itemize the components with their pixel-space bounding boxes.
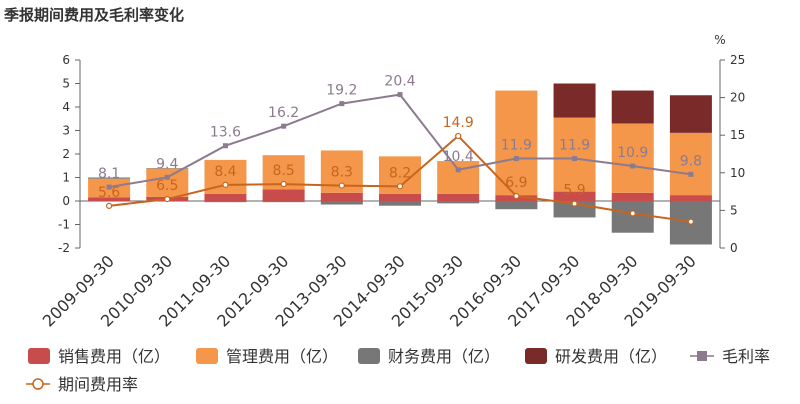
line-point xyxy=(630,164,635,169)
line-point xyxy=(223,143,228,148)
legend-label: 期间费用率 xyxy=(58,375,138,394)
bar-segment xyxy=(670,95,712,133)
bar-segment xyxy=(437,201,479,203)
right-tick-label: 10 xyxy=(730,166,745,180)
line-point xyxy=(339,183,344,188)
bar-segment xyxy=(670,195,712,201)
line-point xyxy=(398,92,403,97)
right-tick-label: 25 xyxy=(730,53,745,67)
data-label: 9.8 xyxy=(680,153,702,169)
line-point xyxy=(688,172,693,177)
legend-swatch xyxy=(196,348,218,364)
line-point xyxy=(572,201,577,206)
legend-label: 财务费用（亿） xyxy=(388,347,500,366)
bar-segment xyxy=(263,189,305,201)
line-point xyxy=(514,194,519,199)
left-tick-label: 1 xyxy=(62,171,70,185)
line-point xyxy=(398,184,403,189)
data-label: 5.6 xyxy=(98,185,120,201)
line-point xyxy=(339,101,344,106)
bar-segment xyxy=(437,194,479,201)
data-label: 11.9 xyxy=(501,138,532,154)
bar-segment xyxy=(379,201,421,206)
legend-marker xyxy=(697,351,707,361)
bar-segment xyxy=(612,201,654,233)
bar-segment xyxy=(204,201,246,202)
line-point xyxy=(456,133,461,138)
left-tick-label: 6 xyxy=(62,53,70,67)
bar-segment xyxy=(321,201,363,205)
line-point xyxy=(456,167,461,172)
right-axis-unit: % xyxy=(714,33,725,47)
data-label: 13.6 xyxy=(210,125,241,141)
right-tick-label: 20 xyxy=(730,91,745,105)
bar-segment xyxy=(612,91,654,124)
bar-segment xyxy=(612,193,654,201)
right-tick-label: 5 xyxy=(730,203,738,217)
data-label: 8.2 xyxy=(389,165,411,181)
legend-marker xyxy=(33,379,43,389)
bar-segment xyxy=(554,84,596,118)
data-label: 8.5 xyxy=(273,163,295,179)
left-tick-label: -1 xyxy=(58,218,70,232)
legend-label: 管理费用（亿） xyxy=(226,347,338,366)
data-label: 8.3 xyxy=(331,165,353,181)
data-label: 6.5 xyxy=(156,178,178,194)
legend-swatch xyxy=(525,348,547,364)
data-label: 16.2 xyxy=(268,105,299,121)
legend-label: 研发费用（亿） xyxy=(555,347,667,366)
line-point xyxy=(572,156,577,161)
line-point xyxy=(514,156,519,161)
bar-segment xyxy=(263,201,305,202)
legend-label: 销售费用（亿） xyxy=(58,347,170,366)
line-point xyxy=(223,182,228,187)
bar-segment xyxy=(321,193,363,201)
data-label: 8.4 xyxy=(214,164,236,180)
right-tick-label: 15 xyxy=(730,128,745,142)
line-point xyxy=(107,203,112,208)
data-label: 8.1 xyxy=(98,166,120,182)
line-point xyxy=(281,182,286,187)
data-label: 10.4 xyxy=(443,149,474,165)
left-tick-label: 5 xyxy=(62,77,70,91)
legend-swatch xyxy=(358,348,380,364)
left-tick-label: 0 xyxy=(62,194,70,208)
right-tick-label: 0 xyxy=(730,241,738,255)
left-tick-label: 3 xyxy=(62,124,70,138)
bar-segment xyxy=(204,194,246,201)
line-point xyxy=(281,124,286,129)
data-label: 5.9 xyxy=(563,183,585,199)
legend-swatch xyxy=(28,348,50,364)
legend-label: 毛利率 xyxy=(722,347,770,366)
data-label: 10.9 xyxy=(617,145,648,161)
chart-title: 季报期间费用及毛利率变化 xyxy=(4,4,184,25)
data-label: 11.9 xyxy=(559,138,590,154)
left-tick-label: 4 xyxy=(62,100,70,114)
data-label: 9.4 xyxy=(156,156,178,172)
data-label: 19.2 xyxy=(326,83,357,99)
bar-segment xyxy=(554,118,596,192)
data-label: 20.4 xyxy=(384,74,415,90)
bar-segment xyxy=(495,201,537,209)
left-tick-label: 2 xyxy=(62,147,70,161)
data-label: 14.9 xyxy=(443,115,474,131)
line-point xyxy=(630,211,635,216)
line-point xyxy=(688,219,693,224)
bar-segment xyxy=(379,194,421,201)
line-point xyxy=(165,197,170,202)
left-tick-label: -2 xyxy=(58,241,70,255)
data-label: 6.9 xyxy=(505,175,527,191)
